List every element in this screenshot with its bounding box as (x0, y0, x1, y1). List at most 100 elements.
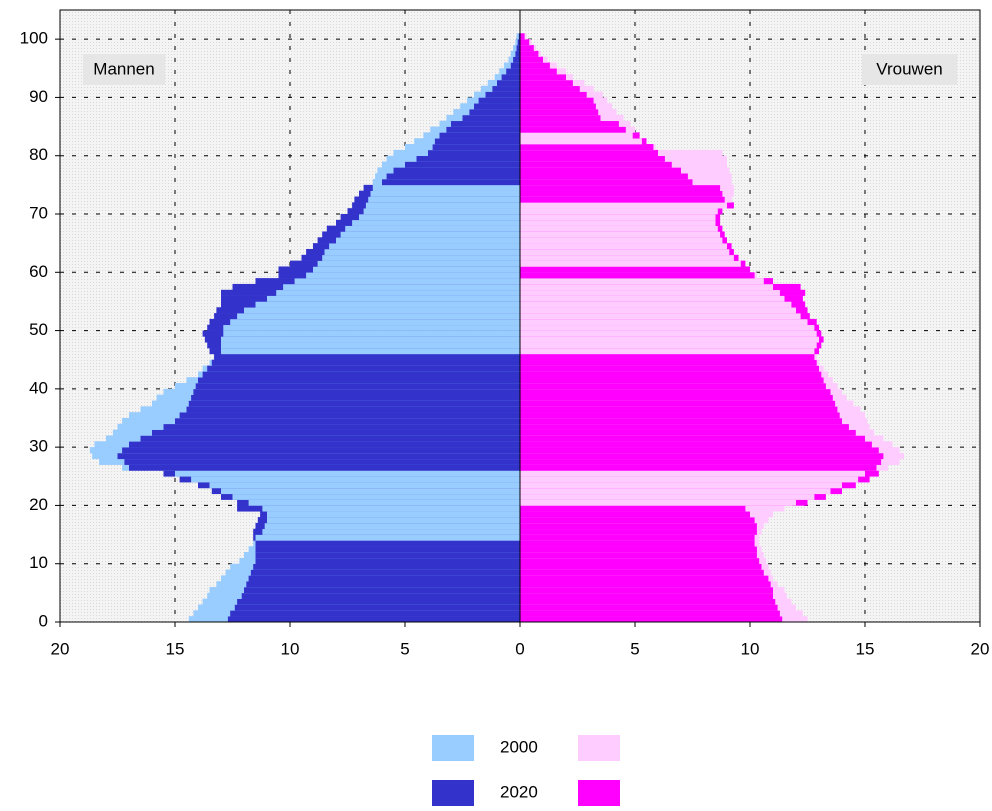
annotation: Vrouwen (876, 59, 942, 78)
bar (520, 85, 580, 92)
bar (324, 248, 520, 256)
bar (520, 540, 755, 547)
bar (520, 278, 764, 285)
bar (345, 225, 520, 232)
bar (175, 470, 520, 477)
bar (520, 56, 543, 63)
bar (255, 546, 520, 553)
bar (520, 441, 872, 448)
bar (262, 505, 520, 512)
x-tick-label: 5 (400, 639, 409, 658)
bar (322, 254, 520, 261)
bar (520, 214, 716, 221)
bar (520, 62, 550, 69)
y-tick-label: 50 (29, 320, 48, 339)
y-tick-label: 80 (29, 145, 48, 164)
x-tick-label: 20 (971, 639, 990, 658)
bar (250, 569, 520, 576)
bar (195, 383, 520, 390)
bar (520, 173, 688, 180)
bar (520, 243, 727, 250)
bar (513, 56, 520, 63)
bar (267, 511, 520, 518)
bar (506, 68, 520, 75)
bar (244, 587, 520, 594)
bar (230, 318, 520, 326)
bar (520, 91, 587, 98)
bar (520, 423, 849, 430)
bar (520, 231, 721, 238)
y-tick-label: 60 (29, 262, 48, 281)
bar (520, 610, 780, 617)
bar (198, 377, 520, 384)
bar (359, 214, 520, 221)
bar (520, 103, 596, 110)
y-tick-label: 20 (29, 495, 48, 514)
bar (520, 604, 778, 611)
bar (255, 557, 520, 565)
bar (497, 79, 520, 87)
bar (520, 569, 764, 576)
bar (340, 231, 520, 238)
bar (520, 266, 750, 273)
y-tick-label: 10 (29, 553, 48, 572)
bar (520, 79, 573, 87)
bar (520, 50, 539, 57)
bar (244, 307, 520, 314)
bar (520, 447, 879, 454)
x-tick-label: 0 (515, 639, 524, 658)
legend-swatch (432, 735, 474, 761)
bar (520, 581, 771, 588)
bar (520, 476, 859, 483)
bar (386, 173, 520, 180)
bar (517, 39, 520, 46)
bar (368, 196, 520, 203)
x-tick-label: 15 (856, 639, 875, 658)
bar (462, 114, 520, 122)
bar (207, 365, 520, 372)
bar (191, 394, 520, 401)
bar (520, 487, 831, 495)
bar (446, 126, 520, 133)
bar (175, 418, 520, 425)
legend-label: 2000 (500, 737, 538, 756)
bar (336, 237, 520, 244)
bar (129, 464, 520, 471)
bar (393, 167, 520, 174)
bar (520, 388, 831, 395)
bar (223, 324, 521, 331)
bar (516, 44, 520, 52)
bar (221, 487, 520, 495)
bar (520, 348, 815, 355)
bar (372, 184, 520, 191)
bar (520, 371, 822, 378)
bar (520, 155, 665, 162)
bar (193, 388, 520, 395)
bar (276, 289, 520, 296)
bar (382, 179, 520, 186)
annotation-box (83, 54, 165, 85)
bar (230, 610, 520, 617)
bar (434, 138, 520, 145)
bar (237, 598, 520, 605)
bar (485, 91, 520, 98)
bar (234, 604, 521, 611)
bar (122, 447, 520, 454)
bar (451, 120, 520, 127)
bar (365, 202, 520, 209)
bar (416, 155, 520, 162)
bar (520, 383, 826, 390)
bar (520, 254, 734, 261)
bar (520, 353, 815, 361)
bar (520, 289, 780, 296)
bar (520, 552, 757, 559)
bar (515, 50, 520, 57)
bar (317, 260, 520, 267)
bar (520, 97, 594, 104)
bar (478, 97, 520, 104)
bar (520, 435, 865, 442)
bar (129, 441, 520, 448)
bar (520, 144, 654, 151)
bar (255, 301, 520, 308)
bar (186, 406, 520, 413)
